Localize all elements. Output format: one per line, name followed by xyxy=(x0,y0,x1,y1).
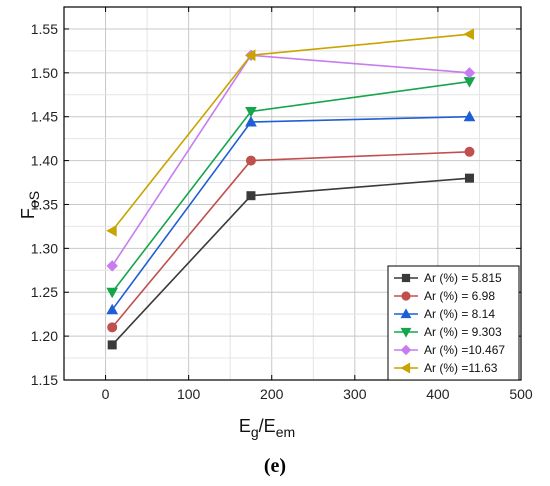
data-point xyxy=(464,173,474,183)
series-line xyxy=(111,80,470,293)
x-tick-label: 400 xyxy=(426,386,450,402)
data-point xyxy=(244,49,256,62)
y-axis-label: FoS xyxy=(18,191,42,219)
legend-marker xyxy=(400,327,412,338)
data-point xyxy=(463,67,476,79)
data-point xyxy=(245,106,257,118)
series-group xyxy=(106,28,474,237)
x-tick-label: 500 xyxy=(509,386,533,402)
y-tick-label: 1.45 xyxy=(31,109,58,125)
data-point xyxy=(106,287,119,299)
data-point xyxy=(246,191,256,201)
legend-marker xyxy=(400,362,411,374)
data-point xyxy=(463,28,474,41)
panel-label: (e) xyxy=(264,455,286,477)
axis-ticks: 0 100 200 300 400 500 1.15 1.20 1.25 1.30 1.35 1.40… xyxy=(31,7,533,402)
y-tick-label: 1.50 xyxy=(31,65,58,81)
legend-marker xyxy=(400,308,412,319)
data-point xyxy=(107,340,117,350)
data-point xyxy=(245,155,256,166)
data-point xyxy=(106,260,118,272)
series-line xyxy=(111,33,470,232)
legend-marker xyxy=(401,273,411,283)
legend-entry: Ar (%) = 8.14 xyxy=(424,307,495,321)
y-tick-label: 1.20 xyxy=(31,328,58,344)
legend-entry: Ar (%) =11.63 xyxy=(424,361,498,375)
data-point xyxy=(107,322,118,333)
x-tick-label: 100 xyxy=(177,386,201,402)
series-group xyxy=(107,173,474,350)
series-group xyxy=(106,77,476,299)
y-tick-label: 1.40 xyxy=(31,153,58,169)
x-axis-label: Eg/Eem xyxy=(239,416,295,440)
legend: Ar (%) = 5.815 Ar (%) = 6.98 Ar (%) = 8.14… xyxy=(387,265,520,381)
x-tick-label: 0 xyxy=(102,386,110,402)
data-point xyxy=(464,146,475,157)
x-tick-label: 300 xyxy=(343,386,367,402)
series-layer xyxy=(106,28,476,350)
legend-entry: Ar (%) = 9.303 xyxy=(424,325,502,339)
legend-entry: Ar (%) = 5.815 xyxy=(424,271,502,285)
y-tick-label: 1.55 xyxy=(31,21,58,37)
legend-marker xyxy=(401,291,411,301)
data-point xyxy=(106,224,117,237)
y-tick-label: 1.15 xyxy=(31,372,58,388)
y-tick-label: 1.35 xyxy=(31,196,58,212)
data-point xyxy=(106,303,119,315)
legend-entry: Ar (%) =10.467 xyxy=(424,343,505,357)
y-tick-label: 1.30 xyxy=(31,240,58,256)
y-tick-label: 1.25 xyxy=(31,284,58,300)
legend-entry: Ar (%) = 6.98 xyxy=(424,289,495,303)
series-group xyxy=(107,146,475,333)
data-point xyxy=(463,110,476,122)
plot-frame xyxy=(63,6,522,381)
legend-marker xyxy=(400,344,412,356)
data-point xyxy=(245,115,257,127)
legend-box xyxy=(387,265,520,381)
series-group xyxy=(106,110,476,315)
x-tick-label: 200 xyxy=(260,386,284,402)
